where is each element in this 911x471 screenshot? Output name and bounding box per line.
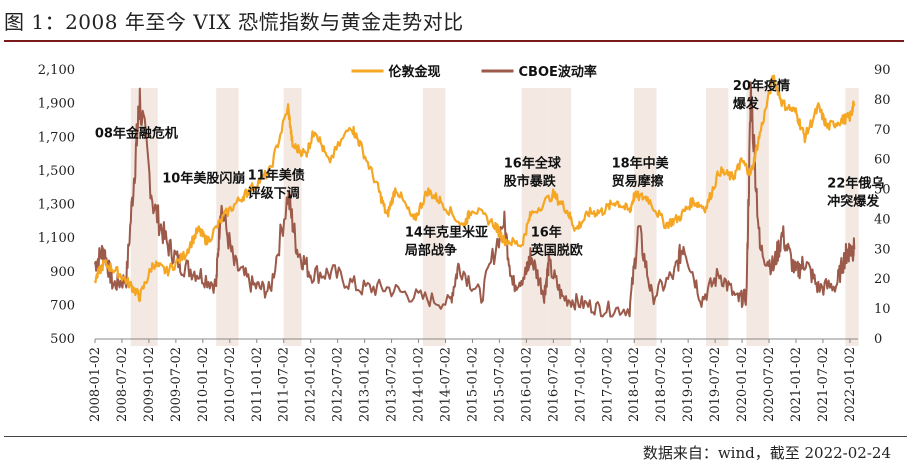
right-tick-label: 60 <box>874 153 891 168</box>
left-tick-label: 900 <box>50 265 75 280</box>
x-tick-label: 2009-01-02 <box>142 347 157 422</box>
bottom-rule <box>4 436 907 437</box>
annotation-label: 局部战争 <box>405 242 457 258</box>
x-tick-label: 2020-01-02 <box>735 347 750 422</box>
shaded-period <box>130 88 158 346</box>
annotation-label: 英国脱欧 <box>530 242 583 258</box>
gold-line <box>93 74 856 303</box>
shaded-period <box>705 88 729 346</box>
axes: 5007009001,1001,3001,5001,7001,9002,1000… <box>38 63 891 422</box>
annotation-label: 16年全球 <box>504 156 562 172</box>
shaded-period <box>521 88 549 346</box>
right-tick-label: 80 <box>874 93 891 108</box>
left-tick-label: 1,500 <box>38 164 75 179</box>
x-tick-label: 2014-01-02 <box>412 347 427 422</box>
x-tick-label: 2021-07-02 <box>816 347 831 422</box>
annotation-label: 11年美债 <box>248 167 305 183</box>
x-tick-label: 2017-01-02 <box>573 347 588 422</box>
x-tick-label: 2011-01-02 <box>250 347 265 422</box>
x-tick-label: 2014-07-02 <box>438 347 453 422</box>
x-tick-label: 2020-07-02 <box>762 347 777 422</box>
shaded-period <box>548 88 572 346</box>
annotation-label: 10年美股闪崩 <box>162 171 245 187</box>
x-tick-label: 2016-07-02 <box>546 347 561 422</box>
shaded-period <box>634 88 657 346</box>
x-tick-label: 2019-01-02 <box>681 347 696 422</box>
annotation-label: 评级下调 <box>248 185 300 201</box>
annotation-label: 18年中美 <box>612 156 670 172</box>
x-tick-label: 2018-01-02 <box>627 347 642 422</box>
right-tick-label: 0 <box>874 332 882 347</box>
x-tick-label: 2012-01-02 <box>304 347 319 422</box>
left-tick-label: 1,900 <box>38 97 75 112</box>
annotation-label: 08年金融危机 <box>95 125 178 141</box>
shaded-period <box>422 88 446 346</box>
right-tick-label: 50 <box>874 183 891 198</box>
annotation-label: 16年 <box>531 224 562 240</box>
x-tick-label: 2010-07-02 <box>223 347 238 422</box>
x-tick-label: 2015-01-02 <box>465 347 480 422</box>
x-tick-label: 2021-01-02 <box>789 347 804 422</box>
left-tick-label: 500 <box>50 332 75 347</box>
x-tick-label: 2011-07-02 <box>277 347 292 422</box>
legend-label-vix: CBOE波动率 <box>519 64 597 80</box>
left-tick-label: 700 <box>50 298 75 313</box>
shaded-periods <box>130 88 859 346</box>
x-tick-label: 2008-07-02 <box>115 347 130 422</box>
x-tick-label: 2017-07-02 <box>600 347 615 422</box>
annotation-label: 冲突爆发 <box>827 194 880 210</box>
x-tick-label: 2012-07-02 <box>331 347 346 422</box>
x-tick-label: 2008-01-02 <box>88 347 103 422</box>
left-tick-label: 1,100 <box>38 231 75 246</box>
right-tick-label: 20 <box>874 272 891 287</box>
annotation-label: 14年克里米亚 <box>405 224 488 240</box>
legend: 伦敦金现 CBOE波动率 <box>351 64 597 80</box>
left-tick-label: 2,100 <box>38 63 75 78</box>
right-tick-label: 90 <box>874 63 891 78</box>
x-tick-label: 2010-01-02 <box>196 347 211 422</box>
x-tick-label: 2022-01-02 <box>843 347 858 422</box>
x-tick-label: 2018-07-02 <box>654 347 669 422</box>
annotation-label: 股市暴跌 <box>504 174 557 190</box>
x-tick-label: 2015-07-02 <box>492 347 507 422</box>
annotation-label: 贸易摩擦 <box>612 174 664 190</box>
x-tick-label: 2013-07-02 <box>385 347 400 422</box>
x-tick-label: 2013-01-02 <box>358 347 373 422</box>
left-tick-label: 1,300 <box>38 198 75 213</box>
x-tick-label: 2019-07-02 <box>708 347 723 422</box>
right-tick-label: 30 <box>874 242 891 257</box>
right-tick-label: 70 <box>874 123 891 138</box>
series-lines <box>93 74 856 318</box>
annotation-label: 22年俄乌 <box>827 176 884 192</box>
vix-line <box>93 81 856 318</box>
left-tick-label: 1,700 <box>38 130 75 145</box>
right-tick-label: 10 <box>874 302 891 317</box>
chart-title: 图 1：2008 年至今 VIX 恐慌指数与黄金走势对比 <box>4 4 904 42</box>
legend-label-gold: 伦敦金现 <box>389 64 441 80</box>
annotation-label: 爆发 <box>733 96 760 112</box>
right-tick-label: 40 <box>874 212 891 227</box>
annotation-label: 20年疫情 <box>733 78 790 94</box>
x-tick-label: 2009-07-02 <box>169 347 184 422</box>
x-tick-label: 2016-01-02 <box>519 347 534 422</box>
source-note: 数据来自：wind，截至 2022-02-24 <box>642 444 891 462</box>
shaded-period <box>845 88 859 346</box>
